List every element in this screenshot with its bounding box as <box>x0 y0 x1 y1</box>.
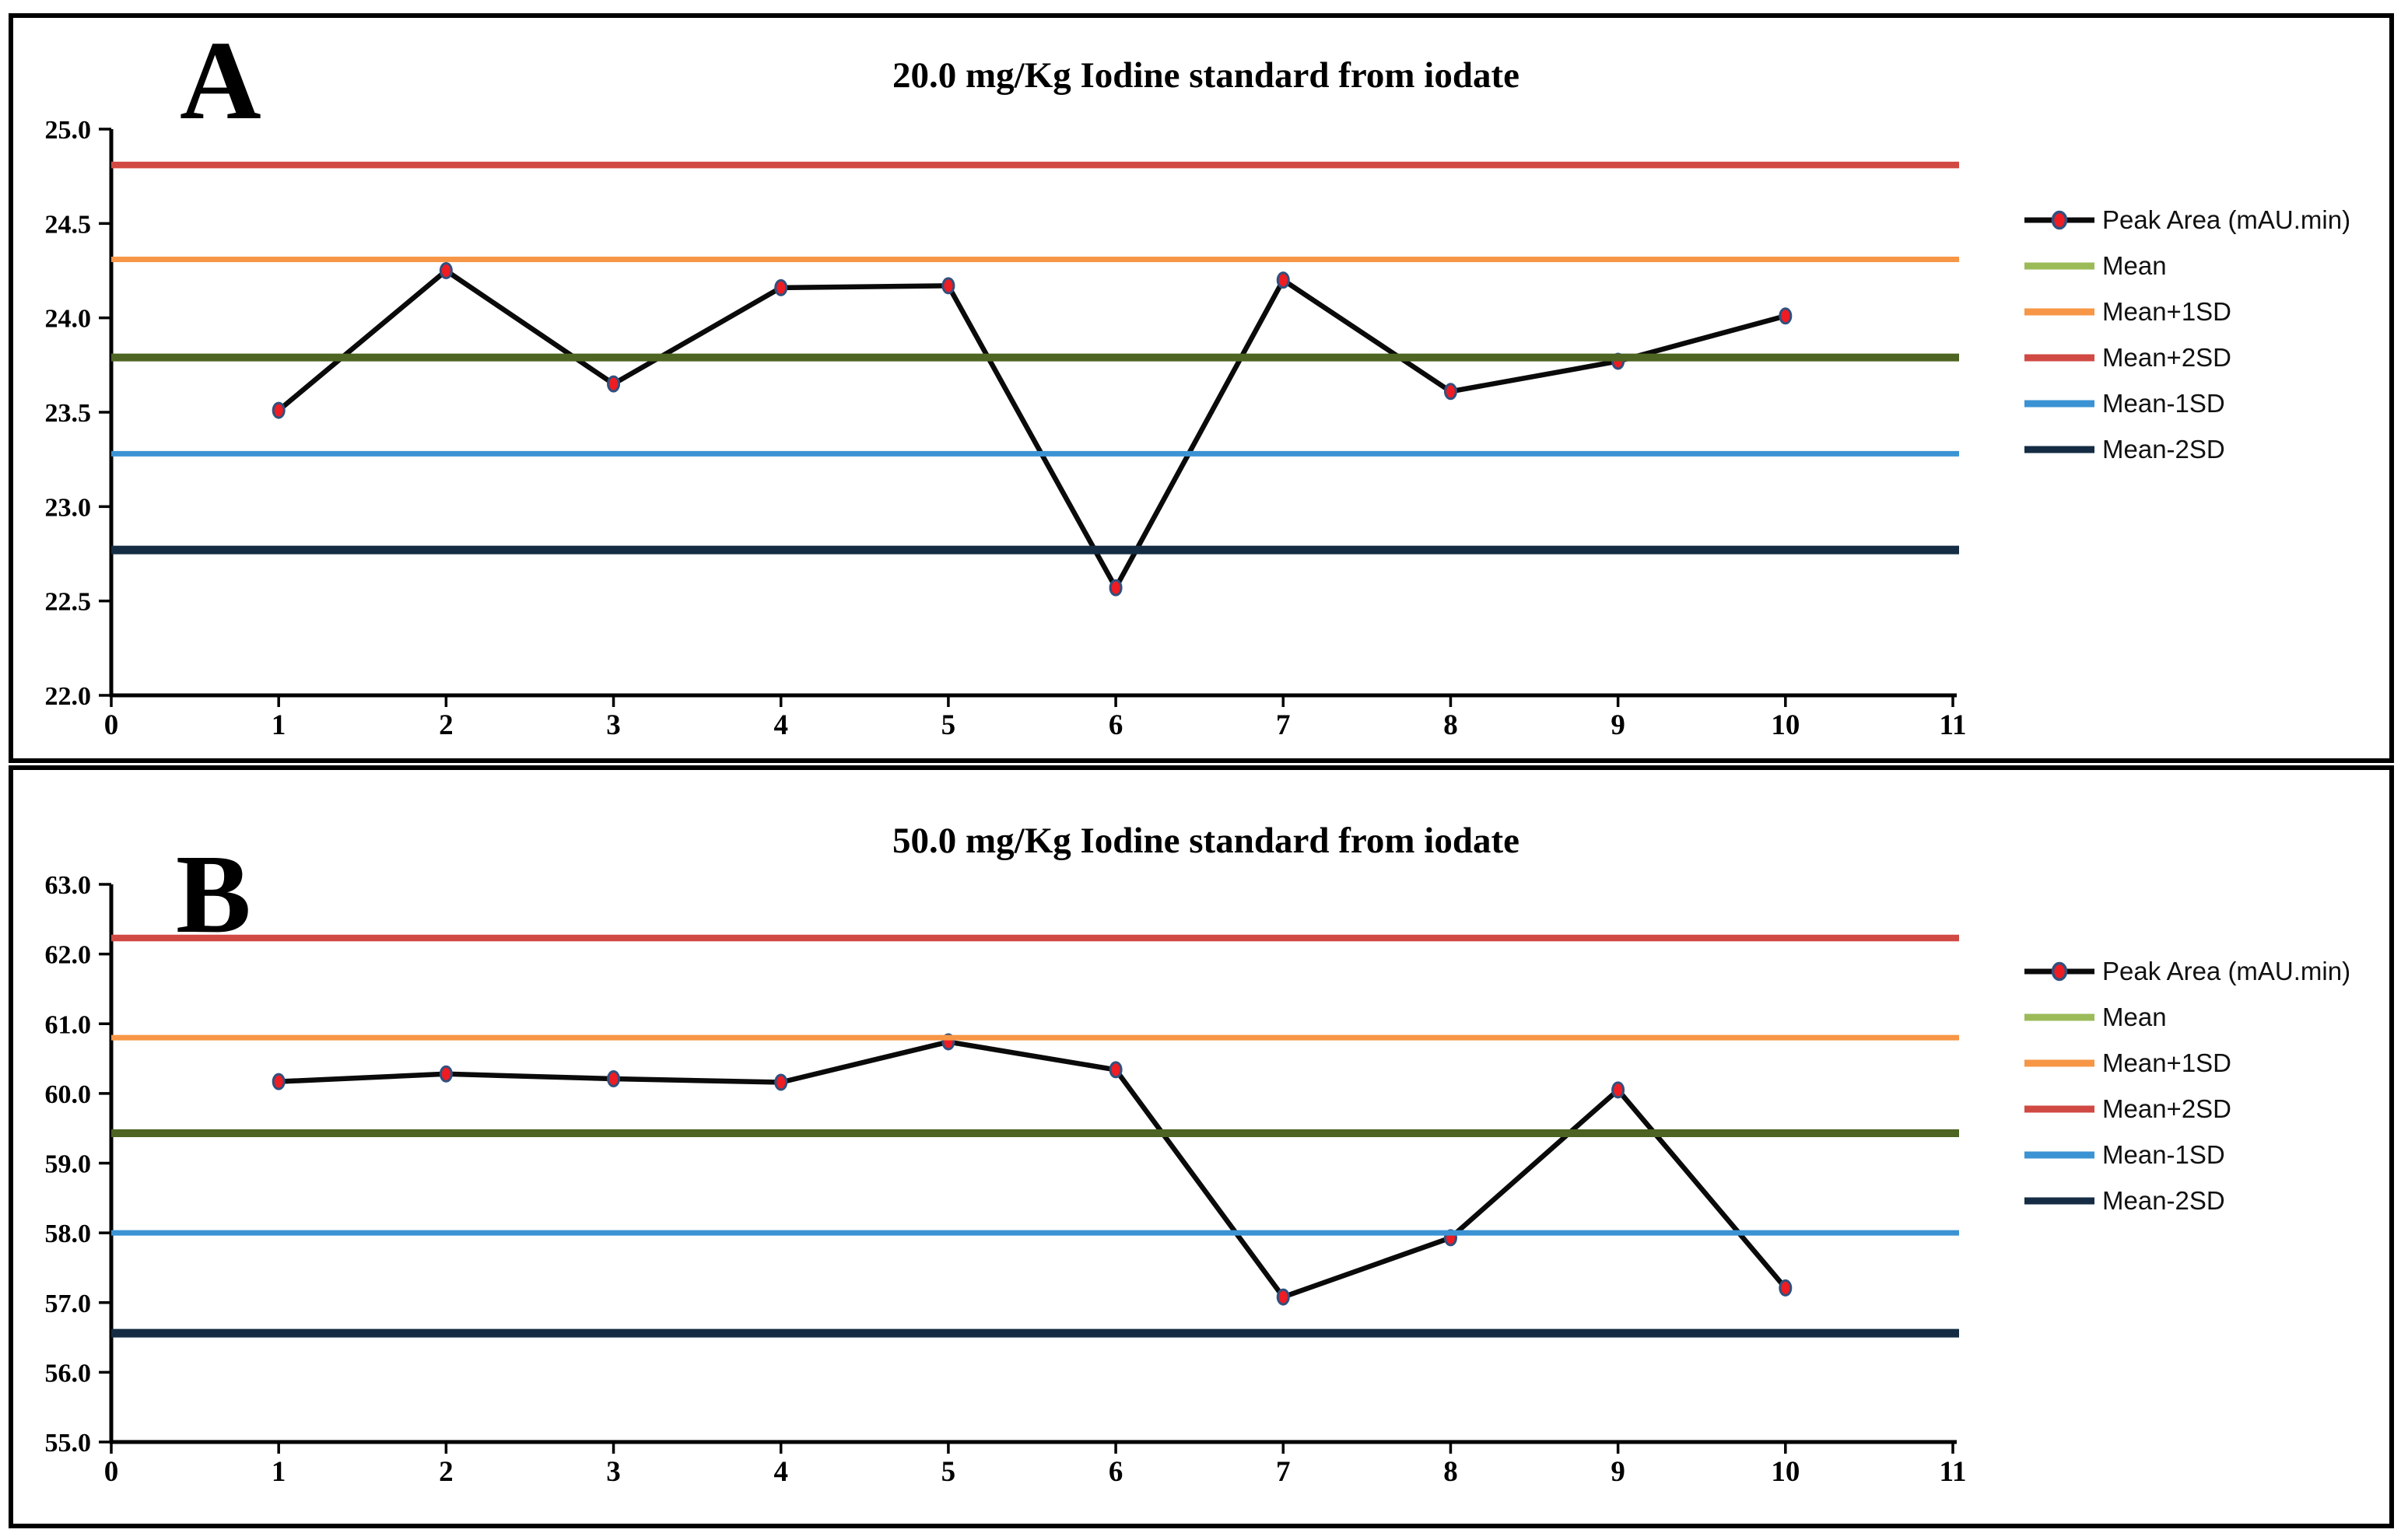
chart-a-x-tick-label: 2 <box>439 709 454 741</box>
chart-a-x-tick-label: 6 <box>1109 709 1123 741</box>
chart-a-series-line <box>277 268 1786 590</box>
chart-a-marker-x4 <box>774 278 788 296</box>
panel-b: B 50.0 mg/Kg Iodine standard from iodate… <box>9 765 2394 1528</box>
chart-b-legend-label-mean-2sd: Mean+2SD <box>2102 1094 2231 1123</box>
chart-b-legend-label-mean-2sd: Mean-2SD <box>2102 1186 2225 1215</box>
chart-b-x-tick-label: 5 <box>941 1456 956 1488</box>
chart-a-x-tick-label: 9 <box>1611 709 1625 741</box>
chart-a-marker-x5 <box>941 277 955 295</box>
chart-b-title: 50.0 mg/Kg Iodine standard from iodate <box>892 821 1519 861</box>
chart-a-legend-item-peak-area-mau-min: Peak Area (mAU.min) <box>2024 205 2350 234</box>
chart-a-y-tick-label: 25.0 <box>45 116 92 145</box>
chart-a-x-tick-label: 8 <box>1443 709 1458 741</box>
chart-b-marker-x10 <box>1779 1279 1793 1297</box>
chart-a-x-tick-label: 10 <box>1771 709 1800 741</box>
chart-a-marker-x7 <box>1276 271 1290 289</box>
chart-b-y-tick-label: 56.0 <box>45 1359 92 1388</box>
chart-b-x-tick-label: 3 <box>606 1456 621 1488</box>
panel-b-border <box>9 765 2394 1528</box>
chart-a-legend-label-mean-2sd: Mean-2SD <box>2102 435 2225 464</box>
chart-a-y-tick-label: 22.5 <box>45 588 92 617</box>
chart-a-legend-item-mean: Mean <box>2024 251 2167 280</box>
chart-b-x-tick-label: 10 <box>1771 1456 1800 1488</box>
chart-b-legend-marker <box>2051 961 2068 982</box>
chart-a-y-tick-label: 23.0 <box>45 493 92 522</box>
chart-b-marker-x4 <box>774 1073 788 1091</box>
chart-a-marker-x2 <box>439 262 453 279</box>
chart-b-x-tick-label: 6 <box>1109 1456 1123 1488</box>
chart-b-x-tick-label: 0 <box>104 1456 119 1488</box>
chart-a-marker-x8 <box>1443 383 1457 401</box>
chart-b-y-tick-label: 57.0 <box>45 1290 92 1318</box>
chart-b-marker-x9 <box>1611 1081 1625 1099</box>
chart-b-x-tick-label: 8 <box>1443 1456 1458 1488</box>
chart-a-x-tick-label: 0 <box>104 709 119 741</box>
chart-b-legend-item-mean-1sd: Mean-1SD <box>2024 1140 2225 1169</box>
panel-a: A 20.0 mg/Kg Iodine standard from iodate… <box>9 13 2394 763</box>
chart-a-marker-x1 <box>272 401 286 419</box>
chart-b-legend-item-mean-2sd: Mean+2SD <box>2024 1094 2231 1123</box>
chart-a-y-tick-label: 24.0 <box>45 305 92 334</box>
chart-a-legend-item-mean-1sd: Mean-1SD <box>2024 389 2225 418</box>
chart-b-y-tick-label: 59.0 <box>45 1150 92 1179</box>
chart-a-x-tick-label: 5 <box>941 709 956 741</box>
chart-b-legend-item-mean-1sd: Mean+1SD <box>2024 1048 2231 1077</box>
chart-b-plot: 63.0 62.0 61.0 60.0 59.0 58.0 57.0 56.0 55.0 0 1 2 3… <box>45 871 1967 1488</box>
chart-a-plot: 25.0 24.5 24.0 23.5 23.0 22.5 22.0 0 1 2 3 4 5 6 7 8 9 10… <box>45 116 1967 741</box>
chart-a-legend-marker <box>2051 210 2068 230</box>
chart-b-x-tick-label: 4 <box>773 1456 788 1488</box>
chart-a-y-tick-label: 23.5 <box>45 399 92 428</box>
chart-b-marker-x2 <box>439 1065 453 1083</box>
chart-a-title: 20.0 mg/Kg Iodine standard from iodate <box>892 55 1519 96</box>
chart-b-marker-x7 <box>1276 1288 1290 1306</box>
panel-a-letter: A <box>180 19 261 143</box>
chart-b-x-tick-label: 1 <box>272 1456 286 1488</box>
chart-b-y-tick-label: 62.0 <box>45 941 92 970</box>
chart-a-x-tick-label: 1 <box>272 709 286 741</box>
chart-a-legend-label-mean-1sd: Mean+1SD <box>2102 297 2231 326</box>
chart-a-x-tick-label: 11 <box>1940 709 1967 741</box>
panel-a-border <box>9 13 2394 763</box>
chart-a-legend-item-mean-1sd: Mean+1SD <box>2024 297 2231 326</box>
chart-b-y-tick-label: 58.0 <box>45 1220 92 1248</box>
chart-b-marker-x6 <box>1109 1061 1123 1079</box>
chart-a-x-tick-label: 7 <box>1276 709 1291 741</box>
chart-a-marker-x10 <box>1779 307 1793 325</box>
chart-b-legend-label-peak-area-mau-min: Peak Area (mAU.min) <box>2102 957 2350 985</box>
chart-b-legend-item-peak-area-mau-min: Peak Area (mAU.min) <box>2024 957 2350 985</box>
chart-a-legend-item-mean-2sd: Mean-2SD <box>2024 435 2225 464</box>
chart-b-y-tick-label: 55.0 <box>45 1429 92 1458</box>
chart-b-x-tick-label: 7 <box>1276 1456 1291 1488</box>
chart-a-marker-x6 <box>1109 579 1123 597</box>
chart-a-legend-label-mean: Mean <box>2102 251 2167 280</box>
chart-b-x-tick-label: 11 <box>1940 1456 1967 1488</box>
chart-b-legend-label-mean-1sd: Mean-1SD <box>2102 1140 2225 1169</box>
chart-b-x-tick-label: 2 <box>439 1456 454 1488</box>
chart-a-x-tick-label: 3 <box>606 709 621 741</box>
chart-b-y-tick-label: 63.0 <box>45 871 92 900</box>
chart-b-x-tick-label: 9 <box>1611 1456 1625 1488</box>
chart-b-legend-label-mean: Mean <box>2102 1003 2167 1031</box>
chart-b-y-tick-label: 60.0 <box>45 1080 92 1109</box>
chart-a-y-tick-label: 22.0 <box>45 682 92 711</box>
chart-a-legend-label-mean-2sd: Mean+2SD <box>2102 343 2231 372</box>
chart-a-legend-label-peak-area-mau-min: Peak Area (mAU.min) <box>2102 205 2350 234</box>
chart-a-legend: Peak Area (mAU.min) Mean Mean+1SD Mean+2SD M… <box>2024 205 2350 464</box>
chart-b-legend-item-mean-2sd: Mean-2SD <box>2024 1186 2225 1215</box>
chart-b-marker-x3 <box>607 1070 621 1088</box>
chart-b-marker-x1 <box>272 1073 286 1090</box>
chart-a-marker-x3 <box>607 375 621 393</box>
chart-b-series-line <box>279 1039 1788 1300</box>
chart-b-legend: Peak Area (mAU.min) Mean Mean+1SD Mean+2SD M… <box>2024 957 2350 1215</box>
chart-a-legend-label-mean-1sd: Mean-1SD <box>2102 389 2225 418</box>
chart-a-y-tick-label: 24.5 <box>45 210 92 239</box>
chart-b-y-tick-label: 61.0 <box>45 1010 92 1039</box>
chart-b-legend-item-mean: Mean <box>2024 1003 2167 1031</box>
chart-b-legend-label-mean-1sd: Mean+1SD <box>2102 1048 2231 1077</box>
chart-a-legend-item-mean-2sd: Mean+2SD <box>2024 343 2231 372</box>
chart-a-x-tick-label: 4 <box>773 709 788 741</box>
